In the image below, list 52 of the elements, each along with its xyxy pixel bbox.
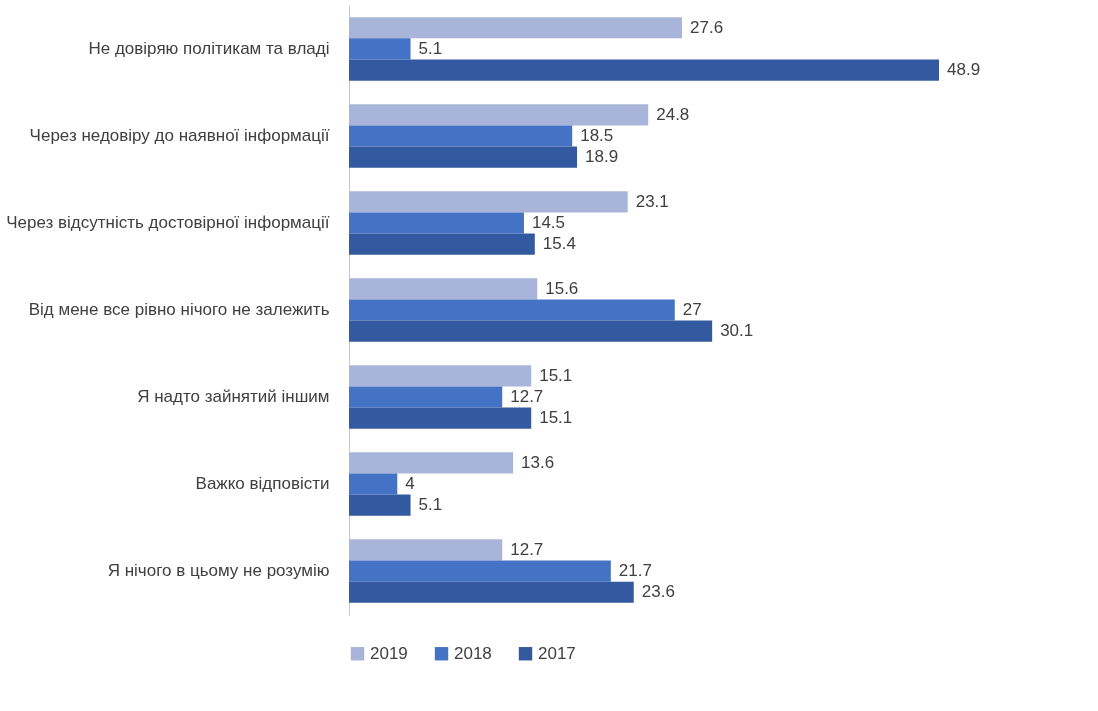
y-tick-label: Через відсутність достовірної інформації [6, 212, 330, 232]
bar [349, 299, 675, 321]
data-label: 14.5 [531, 212, 566, 232]
data-label: 18.9 [585, 147, 619, 167]
bar [349, 104, 649, 126]
bar [349, 365, 532, 387]
bar [349, 59, 939, 81]
data-label: 15.1 [539, 365, 573, 385]
bar [349, 17, 683, 39]
bar [349, 125, 573, 147]
legend-label: 2018 [454, 643, 492, 663]
data-label: 12.7 [510, 539, 544, 559]
y-tick-label: Я нічого в цьому не розумію [107, 561, 330, 581]
bar [349, 581, 634, 603]
y-tick-label: Важко відповісти [195, 474, 330, 494]
legend-label: 2017 [538, 643, 576, 663]
bar [349, 212, 524, 234]
y-tick-label: Через недовіру до наявної інформації [29, 125, 330, 145]
bar [349, 452, 514, 474]
data-label: 30.1 [720, 321, 754, 341]
data-label: 27.6 [690, 17, 724, 37]
bar [349, 494, 411, 516]
data-label: 5.1 [418, 495, 443, 515]
data-label: 13.6 [521, 452, 555, 472]
data-label: 21.7 [618, 561, 652, 581]
data-label: 15.4 [542, 234, 576, 254]
bar [349, 473, 398, 495]
bar [349, 278, 538, 300]
y-tick-label: Я надто зайнятий іншим [137, 387, 330, 407]
data-label: 18.5 [580, 125, 614, 145]
data-label: 5.1 [418, 38, 443, 58]
bar [349, 38, 411, 60]
bar [349, 320, 713, 342]
bar [349, 233, 535, 255]
data-label: 15.6 [545, 278, 579, 298]
data-label: 15.1 [539, 408, 573, 428]
y-tick-label: Не довіряю політикам та владі [88, 38, 330, 58]
y-tick-label: Від мене все рівно нічого не залежить [28, 300, 330, 319]
bar [349, 539, 503, 561]
data-label: 24.8 [656, 104, 690, 124]
data-label: 23.1 [635, 191, 669, 211]
data-label: 23.6 [641, 582, 675, 602]
bar [349, 560, 611, 582]
bar [349, 386, 503, 408]
bar [349, 407, 532, 429]
bar [349, 191, 628, 213]
data-label: 27 [682, 300, 702, 319]
data-label: 12.7 [510, 387, 544, 407]
legend-label: 2019 [370, 643, 408, 663]
bar [349, 146, 578, 168]
data-label: 48.9 [947, 60, 981, 80]
data-label: 4 [405, 474, 415, 494]
